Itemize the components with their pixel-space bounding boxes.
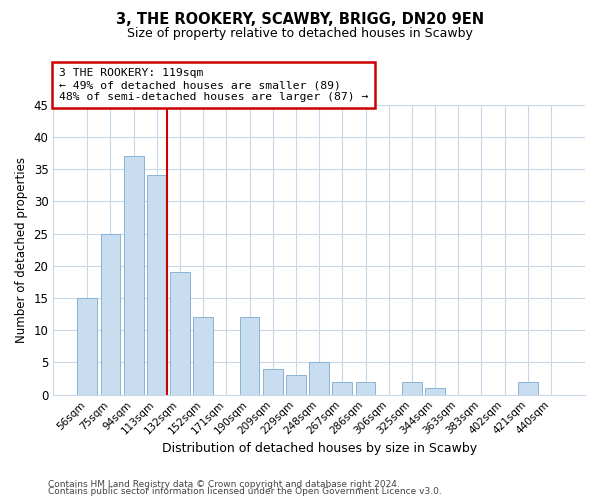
Bar (263, 369, 283, 394)
Y-axis label: Number of detached properties: Number of detached properties (15, 156, 28, 342)
Bar (170, 272, 190, 394)
Bar (425, 388, 445, 394)
Bar (286, 376, 306, 394)
Text: Contains public sector information licensed under the Open Government Licence v3: Contains public sector information licen… (48, 487, 442, 496)
Bar (193, 318, 213, 394)
X-axis label: Distribution of detached houses by size in Scawby: Distribution of detached houses by size … (161, 442, 477, 455)
Bar (101, 234, 121, 394)
Bar (402, 382, 422, 394)
Bar (77, 298, 97, 394)
Bar (124, 156, 143, 394)
Bar (518, 382, 538, 394)
Bar (309, 362, 329, 394)
Bar (356, 382, 376, 394)
Text: Contains HM Land Registry data © Crown copyright and database right 2024.: Contains HM Land Registry data © Crown c… (48, 480, 400, 489)
Bar (147, 176, 167, 394)
Text: Size of property relative to detached houses in Scawby: Size of property relative to detached ho… (127, 28, 473, 40)
Bar (332, 382, 352, 394)
Text: 3, THE ROOKERY, SCAWBY, BRIGG, DN20 9EN: 3, THE ROOKERY, SCAWBY, BRIGG, DN20 9EN (116, 12, 484, 28)
Bar (240, 318, 259, 394)
Text: 3 THE ROOKERY: 119sqm
← 49% of detached houses are smaller (89)
48% of semi-deta: 3 THE ROOKERY: 119sqm ← 49% of detached … (59, 68, 368, 102)
